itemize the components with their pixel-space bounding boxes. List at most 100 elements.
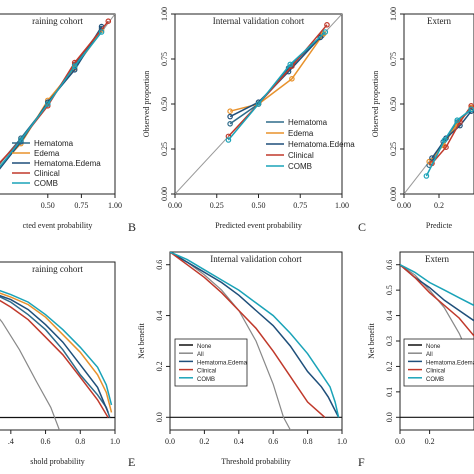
x-tick-label: 0.50 [252,201,266,210]
y-axis-label: Net benefit [137,322,146,359]
series-line-clinical [170,252,326,418]
x-tick-label: .4 [8,437,14,446]
series-line-comb [400,264,474,307]
series-line-comb [425,108,472,177]
y-tick-label: 0.50 [160,97,169,111]
y-tick-label: 0.5 [385,285,394,295]
x-tick-label: 0.75 [74,201,88,210]
x-tick-label: 1.0 [110,437,120,446]
series-line-hematoma-edema [0,294,109,413]
y-tick-label: 1.00 [160,7,169,21]
x-tick-label: 1.00 [335,201,349,210]
x-tick-label: 0.50 [41,201,55,210]
y-tick-label: 0.1 [385,387,394,397]
panel-title: Internal validation cohort [213,16,305,26]
plot-area [0,289,115,430]
data-point [255,101,262,107]
series-line-comb [0,31,103,168]
x-axis-label: Threshold probability [221,457,291,466]
panel-dca_external: Extern 0.0 0.2 0.0 0.1 0.2 0.3 0.4 0.5 0.6 Net ben… [358,251,474,469]
legend-label: COMB [197,377,215,383]
panel-letter: E [128,455,135,469]
legend-label: Clinical [34,169,60,178]
series-line-comb [227,31,326,141]
data-point [441,137,448,143]
x-axis-label: Predicted event probability [215,221,302,230]
panel-letter: B [128,220,136,234]
data-point [227,108,233,115]
y-axis-label: Net benefit [367,322,376,359]
panel-letter: F [358,455,365,469]
series-line-edema [229,33,325,112]
panel-calib_external: Extern 0.00 0.2 0.00 0.25 0.50 0.75 1.00 Predict… [358,7,474,234]
x-axis-label: Predicte [426,221,453,230]
data-point [225,137,232,143]
legend-label: Hematoma.Edema [426,360,474,366]
legend-label: None [426,344,441,350]
x-tick-label: 0.00 [168,201,182,210]
y-tick-label: 0.2 [155,361,164,371]
data-point [227,113,233,120]
data-point [468,106,474,113]
panel-dca_internal: Internal validation cohort 0.0 0.2 0.4 0.6 0.… [128,251,347,469]
x-axis-label: shold probability [30,457,84,466]
data-point [423,173,430,179]
plot-area [175,14,342,194]
data-point [289,76,295,82]
y-tick-label: 0.50 [389,97,398,111]
y-tick-label: 0.6 [155,260,164,270]
legend-label: Edema [34,149,60,158]
panel-calib_internal: Internal validation cohort 0.00 0.25 0.50 0.… [128,7,355,234]
x-tick-label: 0.8 [303,437,313,446]
data-point [227,121,233,127]
series-line-edema [0,292,113,413]
data-point [443,144,449,151]
legend-label: COMB [34,179,58,188]
data-point [317,34,324,41]
x-tick-label: 0.8 [75,437,85,446]
y-tick-label: 0.0 [155,412,164,422]
series-line-all [0,318,60,430]
data-point [71,63,78,69]
legend-label: Hematoma.Edema [34,159,101,168]
x-tick-label: 1.00 [108,201,122,210]
series-line-hematoma-edema [431,110,472,159]
legend-label: Hematoma.Edema [288,140,355,149]
data-point [18,137,24,143]
y-tick-label: 0.00 [160,187,169,201]
data-point [322,29,329,35]
plot-area [404,103,474,194]
data-point [287,61,294,68]
y-tick-label: 0.00 [389,187,398,201]
y-tick-label: 0.6 [385,260,394,270]
y-axis-label: Observed proportion [142,71,151,137]
panel-letter: C [358,220,366,234]
data-point [324,21,330,28]
y-tick-label: 0.25 [160,142,169,156]
y-tick-label: 0.75 [160,52,169,66]
panel-title: Extern [427,16,451,26]
x-tick-label: 0.25 [210,201,224,210]
x-tick-label: 0.75 [293,201,307,210]
legend-label: None [197,344,212,350]
series-line-clinical [400,264,474,337]
data-point [468,103,474,109]
series-line-hematoma [229,35,323,125]
series-line-hematoma-edema [400,264,474,322]
legend-label: Clinical [426,369,445,375]
x-tick-label: 0.4 [234,437,244,446]
data-point [105,18,112,25]
panel-title: Extern [425,254,449,264]
legend-label: Edema [288,129,314,138]
data-point [44,101,51,107]
y-tick-label: 0.3 [385,336,394,346]
x-tick-label: 0.6 [41,437,51,446]
series-line-hematoma [0,296,111,418]
x-tick-label: 1.0 [337,437,347,446]
y-axis-label: Observed proportion [371,71,380,137]
x-tick-label: 0.0 [395,437,405,446]
plot-frame [169,251,343,431]
